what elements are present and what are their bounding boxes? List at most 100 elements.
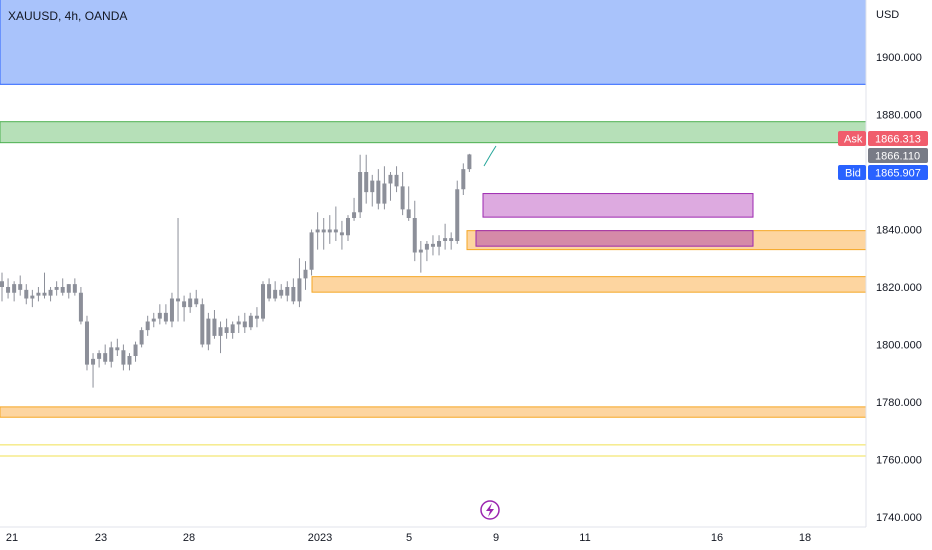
candle (145, 315, 150, 336)
last-value: 1866.110 (875, 151, 920, 163)
candle-body (394, 174, 399, 187)
candle-body (273, 289, 278, 299)
candle-body (0, 281, 4, 287)
candle (109, 341, 114, 368)
candle-body (333, 229, 338, 233)
candle (437, 235, 442, 256)
candle (139, 327, 144, 348)
candle (48, 287, 53, 302)
candle-body (97, 353, 102, 359)
ask-value-box (868, 131, 928, 146)
x-tick-label: 9 (493, 532, 499, 544)
candle (78, 287, 83, 325)
candle-body (400, 186, 405, 210)
candle (163, 304, 168, 325)
candle-body (169, 298, 174, 322)
candle (455, 180, 460, 244)
candle-body (60, 287, 65, 293)
candle (224, 318, 229, 339)
candle-body (139, 330, 144, 345)
candle (206, 312, 211, 351)
candles-layer (0, 153, 472, 388)
x-tick-label: 11 (579, 532, 590, 544)
bid-label: Bid (845, 168, 861, 180)
candle (285, 281, 290, 302)
candle-body (437, 241, 442, 247)
green-zone (0, 121, 867, 144)
candle-body (121, 350, 126, 365)
candle (121, 344, 126, 371)
candle (333, 206, 338, 241)
candle (449, 232, 454, 250)
x-tick-label: 23 (95, 532, 107, 544)
price-axis[interactable] (866, 0, 932, 550)
x-tick-label: 16 (711, 532, 723, 544)
candle-body (267, 284, 272, 299)
candle (72, 278, 77, 296)
bid-value-box (868, 165, 928, 180)
candle (248, 312, 253, 331)
candle (36, 287, 41, 302)
candle-body (218, 327, 223, 336)
candle-body (364, 172, 369, 193)
candle (297, 258, 302, 308)
candle (327, 215, 332, 244)
orange-zone-1822 (311, 276, 867, 293)
y-tick-label: 1800.000 (876, 340, 922, 352)
candle-body (194, 298, 199, 305)
candle-body (212, 318, 217, 336)
candle-body (18, 284, 23, 290)
currency-label: USD (876, 9, 899, 21)
candle-body (54, 287, 59, 290)
candle (194, 289, 199, 308)
candle (358, 154, 363, 218)
candle (406, 186, 411, 221)
candle (267, 278, 272, 302)
candle-body (248, 315, 253, 328)
candle (412, 200, 417, 262)
candle (0, 272, 4, 302)
candle (352, 197, 357, 221)
candle-body (345, 218, 350, 236)
candle-body (109, 347, 114, 362)
candle-body (412, 218, 417, 253)
candle (91, 353, 96, 388)
candle-body (200, 304, 205, 345)
candle (115, 338, 120, 356)
candle-body (72, 284, 77, 293)
candle-body (291, 287, 296, 302)
candle (424, 241, 429, 262)
candle-body (224, 327, 229, 333)
candle (339, 220, 344, 250)
y-tick-label: 1840.000 (876, 225, 922, 237)
bid-label-box (838, 165, 866, 180)
candle-body (303, 269, 308, 279)
candle (188, 292, 193, 313)
y-tick-label: 1880.000 (876, 110, 922, 122)
lightning-event-icon[interactable] (480, 500, 500, 520)
candle (430, 235, 435, 256)
candle-body (261, 284, 266, 319)
candle (291, 278, 296, 305)
x-tick-label: 2023 (308, 532, 332, 544)
candle (151, 312, 156, 328)
candle-body (285, 287, 290, 296)
candle (157, 304, 162, 325)
candle (321, 218, 326, 250)
overlay-layer (483, 145, 497, 167)
candle-body (48, 289, 53, 296)
candle (254, 307, 259, 328)
candle (279, 284, 284, 299)
y-tick-label: 1900.000 (876, 52, 922, 64)
y-tick-label: 1820.000 (876, 282, 922, 294)
candle (42, 272, 47, 299)
candle (461, 163, 466, 195)
candle (218, 321, 223, 354)
candle-body (115, 347, 120, 351)
last-tag: 1866.110 (868, 148, 928, 163)
candle (400, 172, 405, 216)
candle-body (455, 189, 460, 241)
candle-body (279, 289, 284, 296)
candle (364, 154, 369, 204)
